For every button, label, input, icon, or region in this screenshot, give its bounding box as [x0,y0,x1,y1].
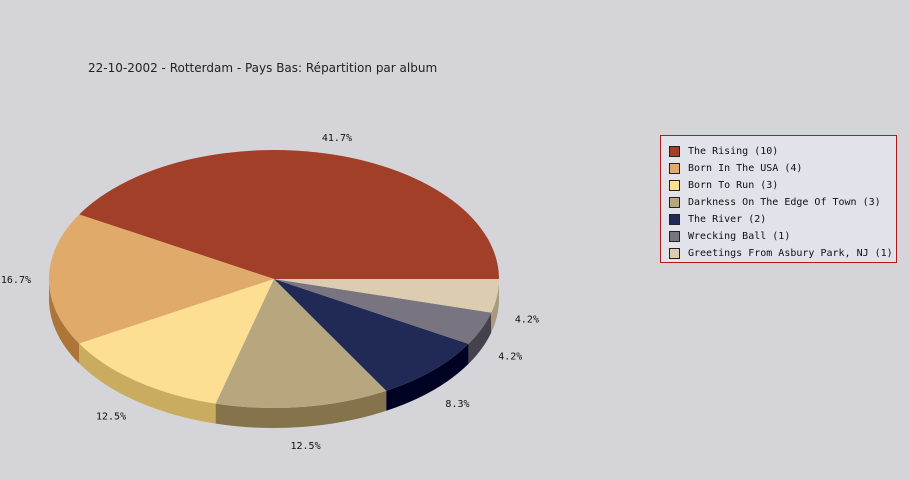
legend-swatch-born-to-run [669,180,680,191]
legend-item-born-to-run: Born To Run (3) [669,177,896,194]
legend: The Rising (10) Born In The USA (4) Born… [660,135,897,263]
legend-swatch-the-river [669,214,680,225]
legend-label-the-river: The River (2) [688,214,767,225]
pie-slice-the-rising [79,150,499,279]
legend-item-darkness: Darkness On The Edge Of Town (3) [669,194,896,211]
legend-swatch-the-rising [669,146,680,157]
pie-slice-side-wrecking-ball [468,312,492,364]
pct-label-the-river: 8.3% [445,399,469,410]
legend-swatch-greetings [669,248,680,259]
pct-label-born-to-run: 12.5% [96,412,126,423]
legend-label-wrecking-ball: Wrecking Ball (1) [688,231,791,242]
pie-slice-greetings [274,279,499,313]
pie-slice-darkness [215,279,387,408]
chart-title: 22-10-2002 - Rotterdam - Pays Bas: Répar… [88,61,438,75]
legend-label-born-to-run: Born To Run (3) [688,180,779,191]
pie-slice-side-born-to-run [79,343,216,424]
pie-slice-side-born-in-the-usa [49,279,80,364]
legend-item-the-river: The River (2) [669,211,896,228]
legend-label-greetings: Greetings From Asbury Park, NJ (1) [688,248,893,259]
legend-swatch-wrecking-ball [669,231,680,242]
legend-item-the-rising: The Rising (10) [669,143,896,160]
pct-label-darkness: 12.5% [291,441,321,452]
legend-label-born-in-the-usa: Born In The USA (4) [688,163,803,174]
legend-item-greetings: Greetings From Asbury Park, NJ (1) [669,245,896,262]
pie-slice-side-darkness [215,390,387,429]
pct-label-born-in-the-usa: 16.7% [1,275,31,286]
legend-item-wrecking-ball: Wrecking Ball (1) [669,228,896,245]
pie-slice-born-in-the-usa [48,214,274,344]
pie-slice-side-the-river [386,343,469,411]
legend-swatch-darkness [669,197,680,208]
pct-label-the-rising: 41.7% [322,133,352,144]
legend-swatch-born-in-the-usa [669,163,680,174]
pie-slice-born-to-run [79,279,274,404]
legend-label-the-rising: The Rising (10) [688,146,779,157]
legend-label-darkness: Darkness On The Edge Of Town (3) [688,197,881,208]
pct-label-greetings: 4.2% [515,314,539,325]
pie-slice-wrecking-ball [274,279,492,344]
pct-label-wrecking-ball: 4.2% [498,352,522,363]
legend-item-born-in-the-usa: Born In The USA (4) [669,160,896,177]
pie-slice-the-river [274,279,469,391]
pie-slice-side-greetings [491,279,499,333]
